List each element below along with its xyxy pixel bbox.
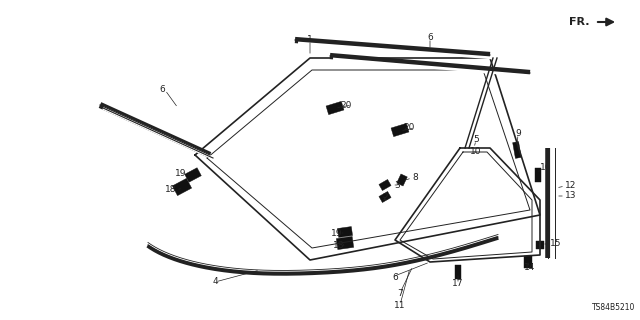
Text: 16: 16 — [540, 164, 552, 172]
Text: 6: 6 — [427, 34, 433, 43]
Text: 3: 3 — [394, 180, 400, 189]
Bar — [535, 168, 541, 182]
Text: 1: 1 — [307, 36, 313, 44]
Text: 2: 2 — [382, 194, 388, 203]
Bar — [379, 180, 391, 190]
Text: TS84B5210: TS84B5210 — [591, 303, 635, 312]
Text: 17: 17 — [452, 279, 464, 289]
Bar — [326, 101, 344, 115]
Bar — [336, 236, 354, 250]
Bar — [391, 123, 409, 137]
Text: 11: 11 — [394, 300, 406, 309]
Text: 15: 15 — [550, 239, 561, 249]
Text: 13: 13 — [565, 191, 577, 201]
Text: 20: 20 — [404, 124, 415, 132]
Text: 6: 6 — [159, 85, 165, 94]
Text: 9: 9 — [515, 130, 521, 139]
Text: 19: 19 — [175, 170, 186, 179]
Bar — [379, 191, 391, 203]
Text: FR.: FR. — [570, 17, 590, 27]
Text: 7: 7 — [397, 289, 403, 298]
Bar — [397, 174, 407, 186]
Bar — [185, 168, 202, 182]
Text: 20: 20 — [340, 100, 352, 109]
Bar — [455, 265, 461, 279]
Bar — [172, 178, 191, 196]
Text: 4: 4 — [212, 277, 218, 286]
Text: 8: 8 — [412, 173, 418, 182]
Text: 10: 10 — [470, 148, 482, 156]
Text: 18: 18 — [333, 242, 344, 251]
Bar — [513, 142, 522, 158]
Text: 12: 12 — [565, 181, 577, 190]
Text: 5: 5 — [473, 135, 479, 145]
Bar — [337, 227, 353, 237]
Text: 14: 14 — [524, 263, 536, 273]
Text: 6: 6 — [392, 273, 397, 282]
Text: 19: 19 — [330, 228, 342, 237]
Bar — [524, 256, 532, 268]
Bar — [536, 241, 544, 249]
Text: 18: 18 — [164, 186, 176, 195]
